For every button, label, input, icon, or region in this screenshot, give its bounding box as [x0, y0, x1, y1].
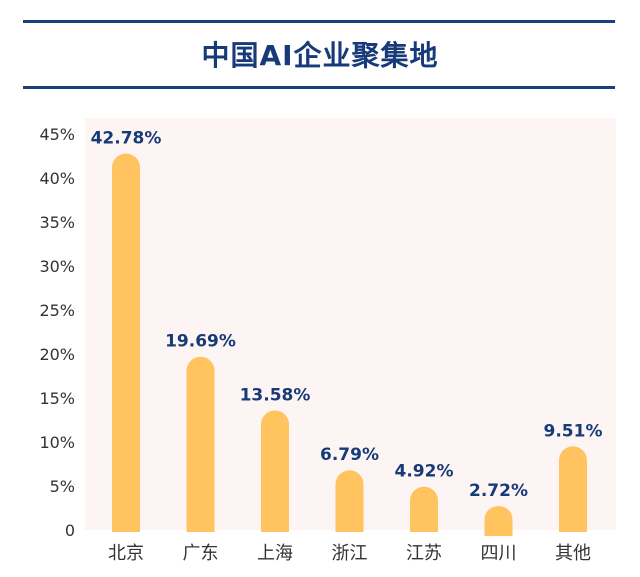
x-tick-label: 四川: [481, 543, 517, 564]
bar: [112, 153, 140, 532]
bar-base: [186, 516, 215, 532]
bar-base: [112, 516, 140, 532]
data-label: 2.72%: [469, 481, 528, 501]
x-tick-label: 上海: [257, 543, 293, 564]
x-tick-label: 浙江: [332, 543, 368, 564]
chart-title: 中国AI企业聚集地: [201, 39, 439, 72]
data-label: 4.92%: [395, 462, 454, 482]
y-tick-label: 10%: [39, 433, 75, 452]
bar: [186, 356, 215, 532]
x-tick-label: 北京: [108, 543, 144, 564]
x-tick-label: 其他: [555, 543, 591, 564]
bar: [559, 446, 587, 532]
y-tick-label: 15%: [39, 389, 75, 408]
data-label: 42.78%: [91, 129, 162, 149]
x-tick-label: 江苏: [406, 543, 442, 564]
title-bottom-rule: [23, 86, 615, 89]
bar-base: [261, 516, 289, 532]
data-label: 13.58%: [240, 385, 311, 405]
title-top-rule: [23, 20, 615, 23]
y-tick-label: 20%: [39, 345, 75, 364]
y-tick-label: 5%: [50, 477, 75, 496]
y-tick-label: 35%: [39, 213, 75, 232]
bar-base: [410, 516, 438, 532]
y-tick-label: 25%: [39, 301, 75, 320]
bar-base: [559, 516, 587, 532]
data-label: 6.79%: [320, 445, 379, 465]
bar: [261, 410, 289, 532]
data-label: 19.69%: [165, 332, 236, 352]
bar-base: [484, 520, 513, 537]
y-tick-label: 40%: [39, 169, 75, 188]
china-map-background: [85, 118, 616, 530]
x-tick-label: 广东: [183, 543, 219, 564]
data-label: 9.51%: [544, 421, 603, 441]
bar-base: [335, 516, 364, 532]
y-tick-label: 30%: [39, 257, 75, 276]
y-tick-label: 45%: [39, 125, 75, 144]
y-tick-label: 0: [65, 521, 75, 540]
